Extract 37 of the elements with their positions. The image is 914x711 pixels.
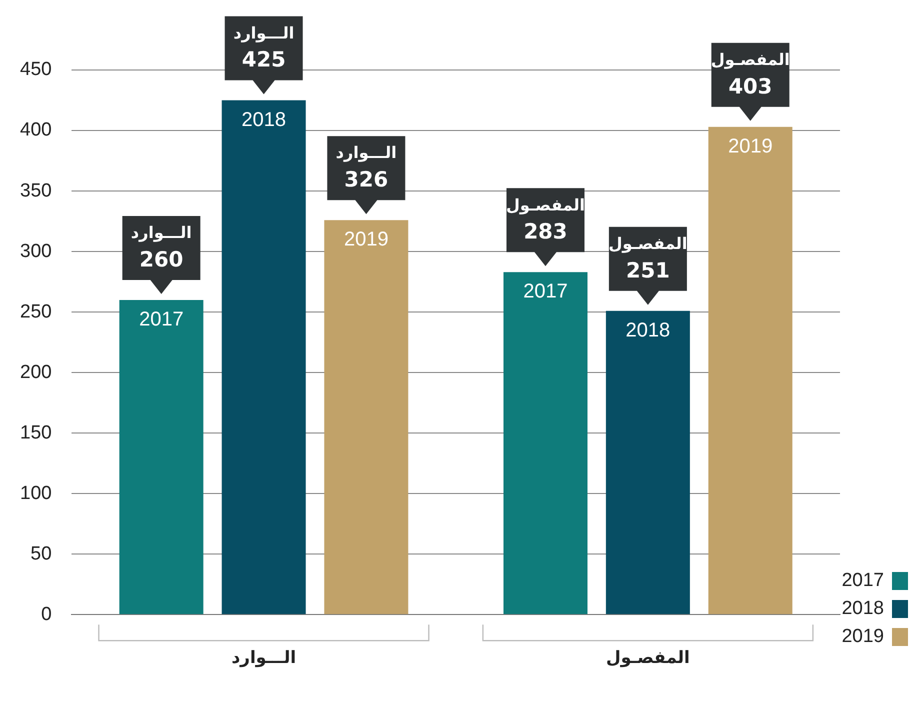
data-label: 326 <box>344 168 388 192</box>
bar <box>606 310 690 614</box>
y-tick-label: 400 <box>20 120 52 141</box>
text: 2018 <box>242 108 286 131</box>
legend-label: 2017 <box>842 570 884 592</box>
bar <box>119 300 204 614</box>
category-label: المفصـول <box>710 50 790 70</box>
category-label: الـــوارد <box>336 143 397 162</box>
category-label: المفصـول <box>608 234 688 253</box>
y-tick-label: 0 <box>41 604 52 625</box>
y-tick-label: 50 <box>30 543 52 564</box>
data-label: 260 <box>139 247 184 272</box>
bar <box>708 126 792 614</box>
text: 2017 <box>139 308 184 330</box>
text: 2017 <box>523 280 568 303</box>
data-label: 251 <box>626 258 670 282</box>
data-label: 403 <box>728 74 772 98</box>
legend-label: 2018 <box>842 598 884 620</box>
bar <box>222 100 306 614</box>
category-label: الـــوارد <box>130 223 192 242</box>
legend-label: 2019 <box>842 626 884 648</box>
text: 2019 <box>728 135 773 158</box>
bar <box>324 220 408 614</box>
data-label: 283 <box>524 220 568 244</box>
y-tick-label: 350 <box>20 180 52 202</box>
y-tick-label: 450 <box>20 59 52 80</box>
text: 2019 <box>344 228 388 251</box>
category-label: المفصـول <box>506 195 585 214</box>
y-tick-label: 200 <box>20 362 52 383</box>
data-label: 425 <box>242 48 286 72</box>
bar <box>503 272 588 614</box>
y-tick-label: 100 <box>20 482 52 504</box>
category-label: الـــوارد <box>233 23 294 42</box>
y-tick-label: 250 <box>20 301 52 322</box>
y-tick-label: 300 <box>20 240 52 262</box>
text: 2018 <box>626 319 670 342</box>
y-tick-label: 150 <box>20 422 52 444</box>
